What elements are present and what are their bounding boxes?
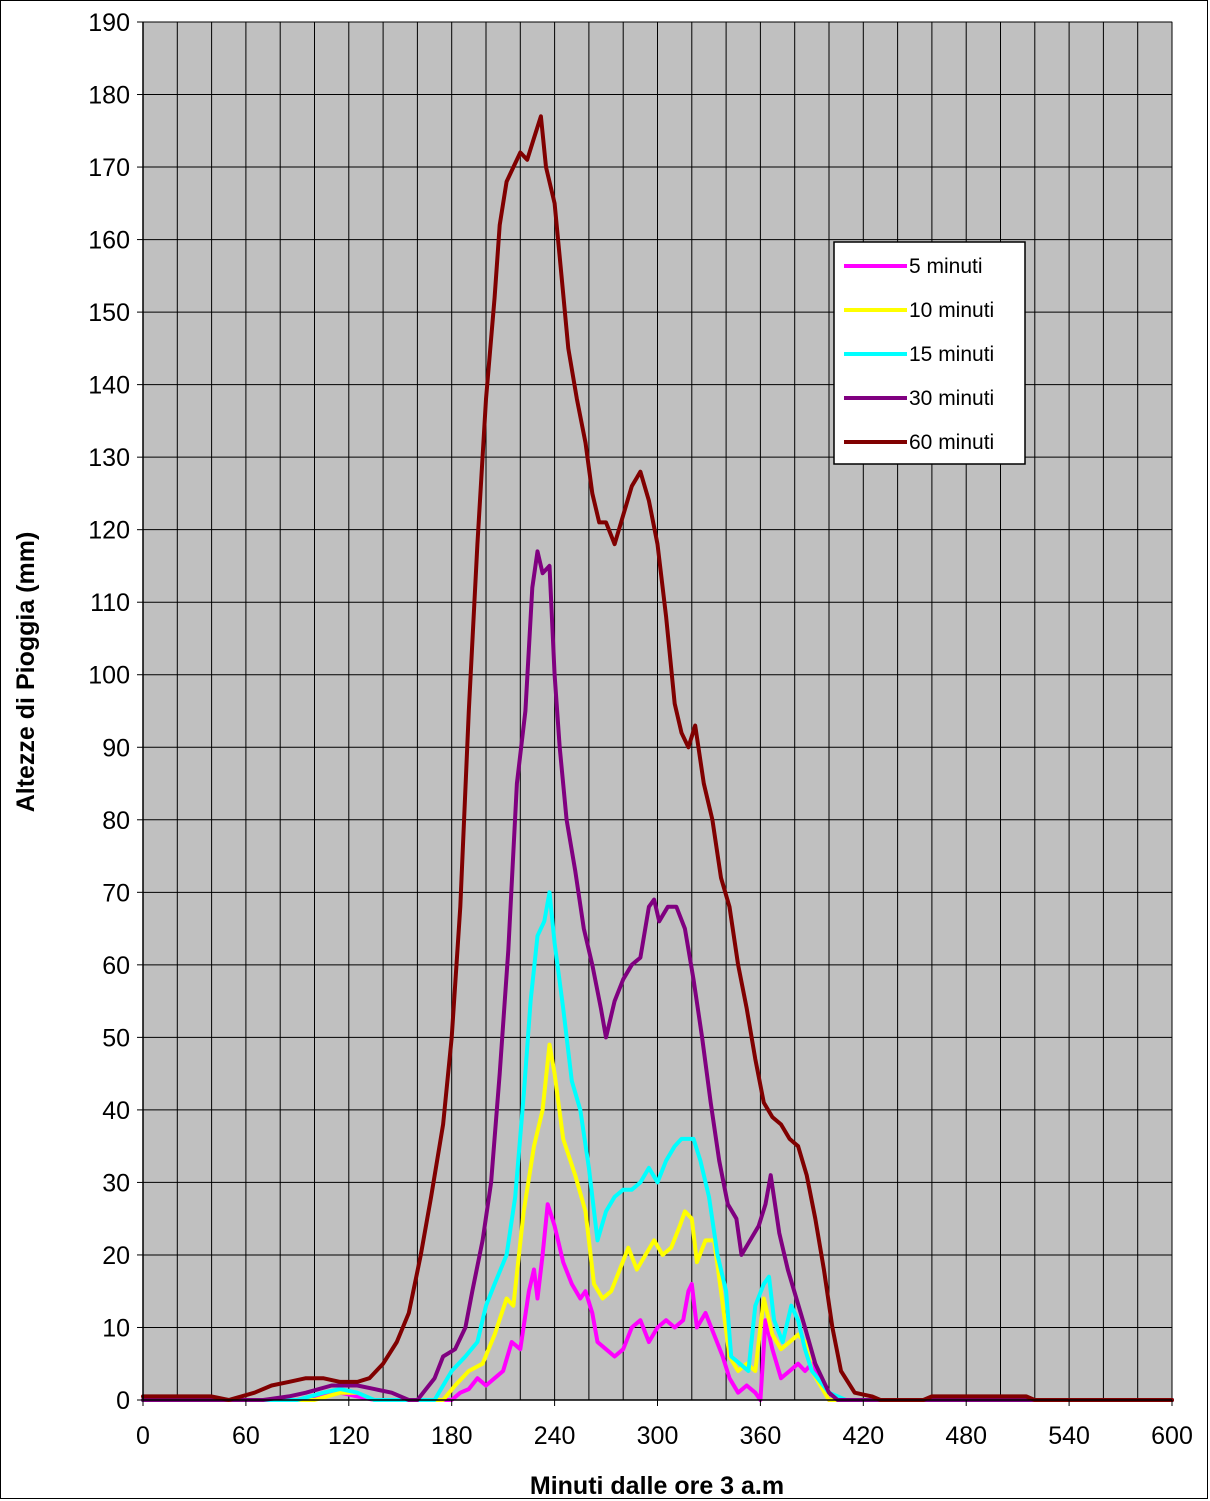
x-tick-label: 240 — [534, 1422, 576, 1450]
y-tick-label: 150 — [88, 299, 130, 327]
x-tick-label: 0 — [136, 1422, 150, 1450]
y-tick-label: 170 — [88, 154, 130, 182]
y-tick-label: 100 — [88, 662, 130, 690]
x-tick-label: 360 — [740, 1422, 782, 1450]
y-tick-label: 90 — [102, 734, 130, 762]
y-tick-label: 70 — [102, 879, 130, 907]
series-line-3 — [141, 890, 1174, 1402]
y-tick-label: 20 — [102, 1242, 130, 1270]
y-tick-label: 40 — [102, 1097, 130, 1125]
series-lines — [141, 114, 1174, 1402]
series-line-4 — [141, 549, 1174, 1402]
y-tick-label: 180 — [88, 82, 130, 110]
y-tick-label: 130 — [88, 444, 130, 472]
y-tick-label: 0 — [116, 1387, 130, 1415]
legend: 5 minuti 10 minuti 15 minuti 30 minuti 60 mi… — [833, 241, 1026, 465]
series-line-2 — [141, 1042, 1174, 1402]
x-tick-label: 180 — [431, 1422, 473, 1450]
legend-label: 5 minuti — [909, 255, 983, 278]
y-tick-label: 80 — [102, 807, 130, 835]
legend-label: 30 minuti — [909, 387, 994, 410]
y-tick-label: 110 — [90, 589, 130, 617]
y-tick-label: 60 — [102, 952, 130, 980]
y-tick-label: 140 — [88, 372, 130, 400]
axes: 0 10 20 30 40 50 60 70 80 90 100 110 120 130 140 150 160… — [88, 9, 1193, 1450]
x-tick-label: 60 — [232, 1422, 260, 1450]
legend-label: 10 minuti — [909, 299, 994, 322]
legend-label: 15 minuti — [909, 343, 994, 366]
x-tick-label: 480 — [945, 1422, 987, 1450]
y-tick-label: 120 — [88, 517, 130, 545]
x-axis-title: Minuti dalle ore 3 a.m — [530, 1472, 784, 1500]
y-axis-title: Altezze di Pioggia (mm) — [12, 532, 40, 813]
x-tick-label: 120 — [328, 1422, 370, 1450]
legend-label: 60 minuti — [909, 431, 994, 454]
x-tick-label: 420 — [842, 1422, 884, 1450]
x-tick-label: 300 — [637, 1422, 679, 1450]
y-tick-label: 160 — [88, 227, 130, 255]
y-tick-label: 10 — [102, 1314, 130, 1342]
series-line-5 — [141, 114, 1174, 1402]
x-tick-label: 600 — [1151, 1422, 1193, 1450]
y-tick-label: 30 — [102, 1169, 130, 1197]
x-tick-label: 540 — [1048, 1422, 1090, 1450]
y-tick-label: 190 — [88, 9, 130, 37]
y-tick-label: 50 — [102, 1024, 130, 1052]
series-line-1 — [141, 1202, 1174, 1402]
